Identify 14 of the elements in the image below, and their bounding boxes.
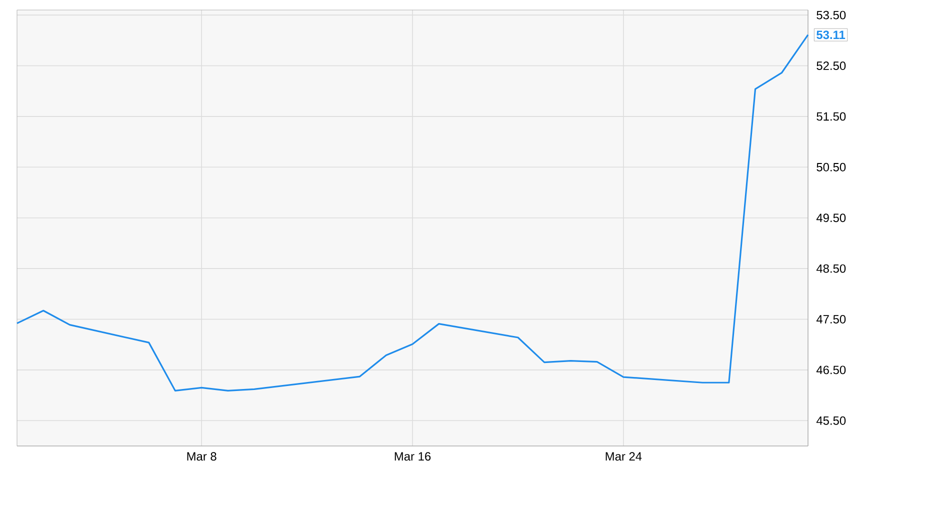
y-tick-label: 49.50 [816,214,846,222]
y-tick-label: 52.50 [816,62,846,70]
y-tick-label: 48.50 [816,264,846,273]
x-tick-label: Mar 24 [606,452,642,461]
y-tick-label: 51.50 [816,112,846,121]
y-tick-label: 45.50 [816,416,846,425]
data-label: 53.11 [816,30,846,40]
x-tick-label: Mar 8 [187,452,216,461]
y-tick-label: 47.50 [816,315,846,324]
y-tick-label: 46.50 [816,366,846,374]
line-series [16,34,809,392]
y-tick-label: 53.50 [816,10,846,20]
y-tick-label: 50.50 [816,162,846,172]
x-tick-label: Mar 16 [394,452,431,461]
